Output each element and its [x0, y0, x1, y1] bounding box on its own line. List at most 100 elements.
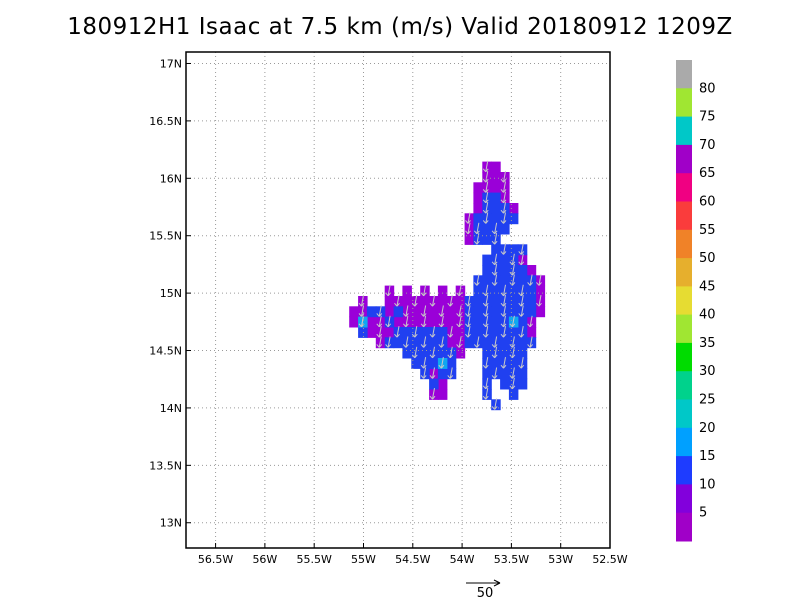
- speed-cell-blue: [491, 358, 501, 369]
- reference-vector: 50: [466, 579, 501, 600]
- speed-cell-purple: [446, 337, 457, 349]
- colorbar-label: 20: [699, 421, 716, 436]
- y-tick-label: 15.5N: [149, 230, 182, 243]
- speed-cell-blue: [482, 234, 492, 245]
- wind-arrow: [509, 377, 516, 390]
- wind-arrow: [482, 357, 489, 369]
- colorbar-swatch: [676, 342, 692, 372]
- speed-cell-blue: [517, 368, 528, 380]
- speed-cell-blue: [482, 275, 492, 287]
- wind-arrow: [402, 315, 409, 328]
- wind-arrow: [420, 367, 427, 379]
- reference-vector-label: 50: [477, 586, 494, 600]
- speed-cell-purple: [464, 234, 475, 245]
- speed-cell-purple: [473, 182, 483, 194]
- speed-cell-blue: [420, 327, 430, 338]
- wind-arrow: [376, 305, 383, 317]
- speed-cell-blue: [437, 368, 448, 380]
- speed-cell-purple: [446, 316, 457, 328]
- speed-cell-blue: [526, 296, 537, 307]
- wind-arrow: [447, 367, 454, 379]
- speed-cell-blue: [491, 192, 501, 204]
- wind-arrow: [420, 336, 427, 348]
- wind-arrow: [438, 315, 445, 328]
- speed-cell-purple: [437, 285, 448, 297]
- speed-cell-blue: [420, 347, 430, 359]
- speed-cell-purple: [437, 389, 448, 400]
- speed-cell-purple: [455, 347, 466, 359]
- colorbar-swatch: [676, 399, 692, 429]
- wind-arrow: [456, 284, 463, 297]
- wind-arrow: [376, 326, 383, 338]
- speed-cell-blue: [500, 337, 510, 349]
- wind-arrow: [518, 295, 525, 307]
- wind-arrow: [376, 315, 383, 328]
- wind-arrow: [518, 253, 525, 266]
- plot-frame: [185, 51, 611, 549]
- speed-cell-blue: [402, 327, 412, 338]
- y-tick-label: 16N: [160, 172, 182, 185]
- speed-cell-blue: [429, 378, 439, 390]
- wind-arrow: [482, 305, 489, 317]
- wind-arrow: [500, 171, 507, 183]
- wind-arrow: [394, 326, 400, 338]
- wind-arrow: [420, 284, 427, 297]
- wind-arrow: [491, 233, 498, 245]
- wind-arrow: [420, 315, 427, 328]
- speed-cell-blue: [366, 306, 377, 318]
- wind-arrow: [385, 336, 392, 348]
- wind-arrow: [456, 305, 463, 317]
- speed-cell-purple: [411, 306, 421, 318]
- wind-arrow: [465, 305, 471, 317]
- speed-cell-purple: [402, 296, 412, 307]
- speed-cell-blue: [508, 327, 519, 338]
- colorbar-label: 30: [699, 364, 716, 379]
- speed-cell-blue: [517, 378, 528, 390]
- speed-cell-blue: [517, 275, 528, 287]
- wind-arrow: [500, 295, 507, 307]
- colorbar-swatch: [676, 427, 692, 457]
- wind-arrow: [491, 264, 498, 276]
- wind-arrow: [482, 284, 489, 297]
- wind-arrow: [429, 388, 436, 400]
- x-tick-label: 53W: [548, 553, 573, 566]
- speed-cell-blue: [491, 285, 501, 297]
- wind-arrow: [438, 357, 445, 369]
- wind-arrow: [473, 274, 480, 286]
- speed-cell-blue: [429, 337, 439, 349]
- wind-arrow: [491, 346, 498, 359]
- speed-cell-purple: [526, 265, 537, 276]
- speed-cell-blue: [508, 213, 519, 225]
- speed-cell-purple: [393, 316, 404, 328]
- colorbar-swatch: [676, 88, 692, 118]
- x-tick-label: 55.5W: [296, 553, 331, 566]
- speed-cell-blue: [517, 316, 528, 328]
- colorbar-swatch: [676, 144, 692, 174]
- speed-cell-blue: [464, 337, 475, 349]
- wind-arrow: [376, 336, 383, 348]
- speed-cell-blue: [517, 337, 528, 349]
- speed-cell-blue: [491, 244, 501, 256]
- colorbar-label: 10: [699, 477, 716, 492]
- speed-cell-blue: [482, 368, 492, 380]
- wind-arrow: [482, 388, 489, 400]
- wind-arrow: [536, 274, 542, 286]
- speed-cell-blue: [411, 358, 421, 369]
- colorbar-swatch: [676, 512, 692, 542]
- wind-arrow: [518, 357, 525, 369]
- wind-arrow: [500, 357, 507, 369]
- speed-cell-blue: [500, 223, 510, 235]
- wind-arrow: [509, 274, 516, 286]
- speed-cell-blue: [473, 296, 483, 307]
- speed-cell-blue: [508, 306, 519, 318]
- wind-arrow: [438, 336, 445, 348]
- speed-cell-blue: [491, 306, 501, 318]
- speed-cell-purple: [349, 316, 359, 328]
- wind-arrow: [385, 315, 392, 328]
- x-tick-label: 56W: [252, 553, 277, 566]
- speed-cell-purple: [366, 316, 377, 328]
- wind-arrow: [518, 243, 525, 255]
- wind-arrow: [429, 367, 436, 379]
- wind-arrow: [394, 295, 400, 307]
